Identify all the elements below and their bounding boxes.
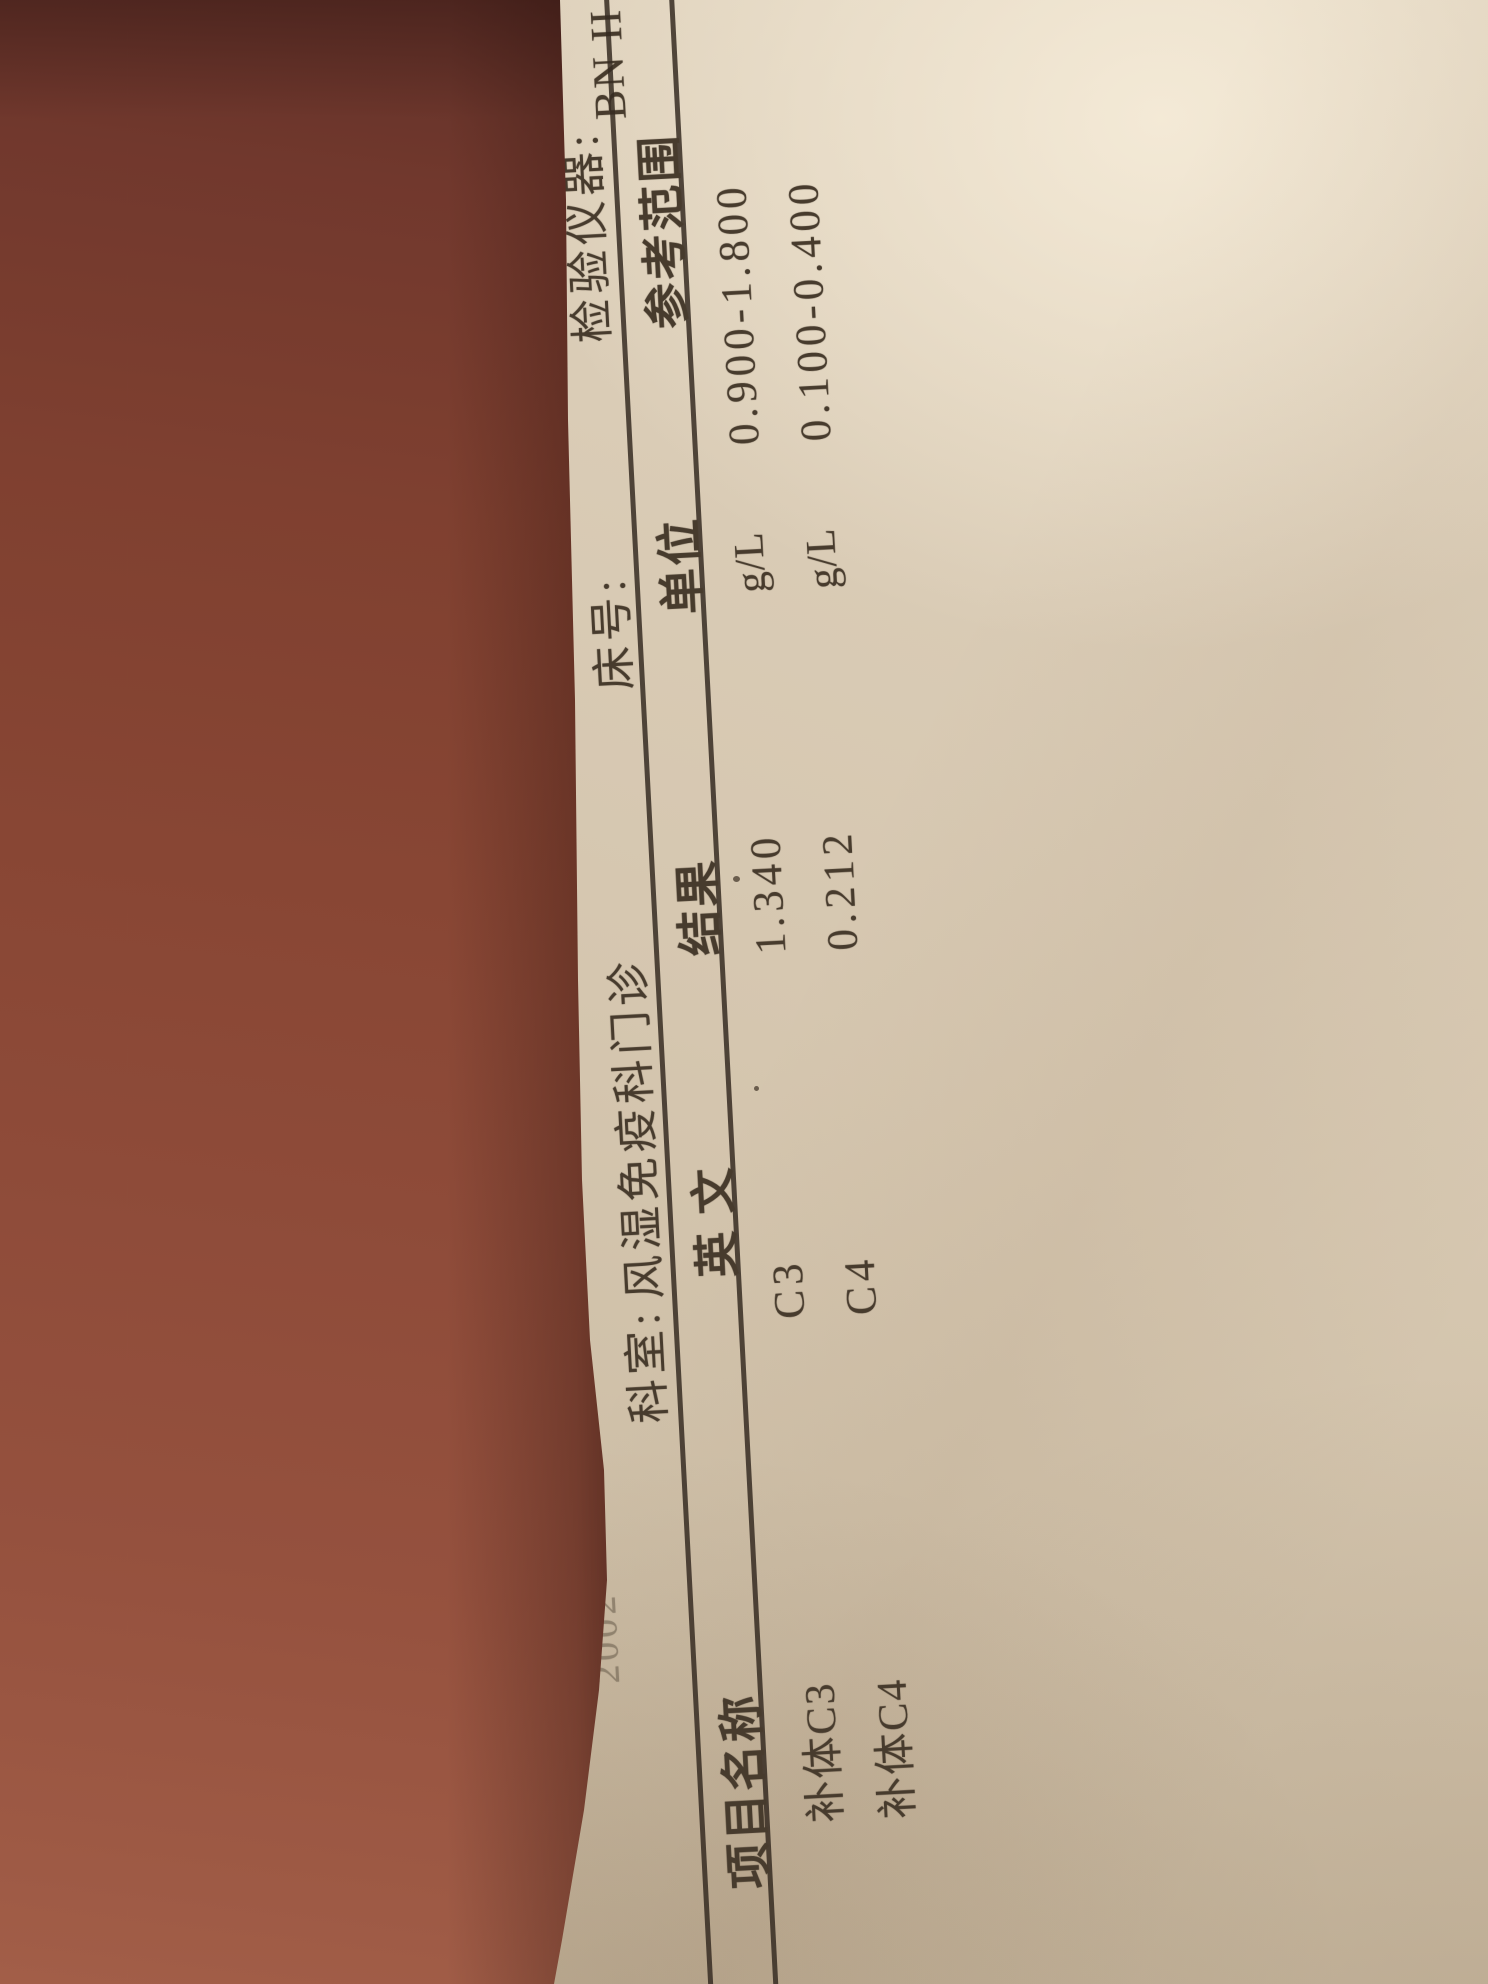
department-label: 科室: [619,1306,675,1425]
row-reference-range: 0.100-0.400 [779,177,841,443]
bed-number-label: 床号: [585,573,641,692]
row-item-name: 补体C3 [797,1680,851,1824]
column-header-result: 结果 [671,856,728,958]
red-book-cover [0,0,607,1984]
row-result-value: 0.212 [813,827,868,952]
paper-speck [733,876,740,882]
column-header-reference-range: 参考范围 [633,131,695,331]
paper-speck [754,1086,759,1091]
row-result-value: 1.340 [741,831,796,956]
row-item-name: 补体C4 [869,1676,923,1820]
row-unit-value: g/L [798,526,848,591]
row-english-abbr: C4 [836,1253,887,1317]
column-header-unit: 单位 [653,515,710,616]
book-cover-edge-shading [0,0,607,1984]
row-reference-range: 0.900-1.800 [707,181,769,447]
column-header-english: 英 文 [687,1163,745,1279]
row-unit-value: g/L [726,530,776,595]
row-english-abbr: C3 [764,1257,815,1321]
column-header-item-name: 项目名称 [714,1691,777,1890]
